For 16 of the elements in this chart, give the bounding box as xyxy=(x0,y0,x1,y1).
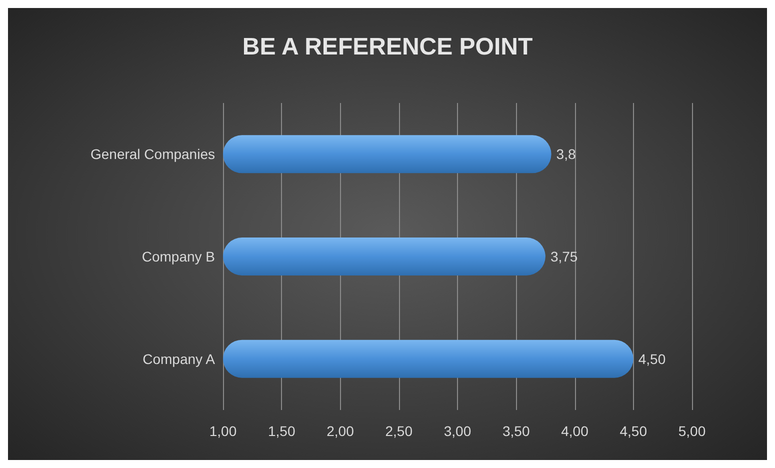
y-tick-label: Company A xyxy=(142,350,216,367)
x-tick-label: 2,50 xyxy=(385,423,413,439)
x-tick-label: 3,50 xyxy=(502,423,530,439)
data-label: 4,50 xyxy=(638,350,666,367)
y-tick-label: Company B xyxy=(142,248,215,264)
data-label: 3,8 xyxy=(556,146,576,162)
x-tick-label: 1,50 xyxy=(268,423,296,439)
x-tick-label: 5,00 xyxy=(678,423,706,439)
x-tick-label: 1,00 xyxy=(209,423,237,439)
chart-title: BE A REFERENCE POINT xyxy=(242,34,533,60)
y-tick-label: General Companies xyxy=(90,146,215,162)
data-label: 3,75 xyxy=(550,248,578,264)
x-tick-label: 4,50 xyxy=(620,423,648,439)
x-tick-label: 2,00 xyxy=(326,423,354,439)
x-tick-label: 4,00 xyxy=(561,423,589,439)
x-tick-label: 3,00 xyxy=(444,423,472,439)
